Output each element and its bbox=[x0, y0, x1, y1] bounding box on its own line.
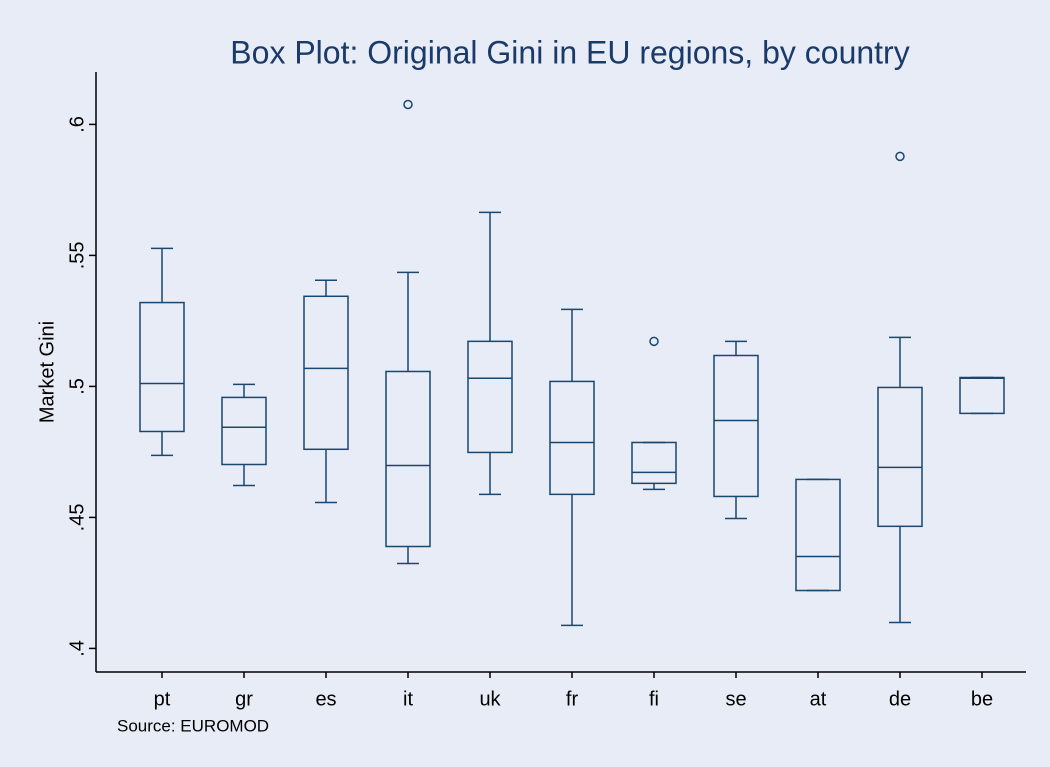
x-tick-label: be bbox=[971, 688, 993, 710]
y-tick-label: .45 bbox=[66, 504, 88, 532]
x-tick-label: de bbox=[889, 688, 911, 710]
box bbox=[467, 340, 513, 454]
x-tick-label: es bbox=[315, 688, 336, 710]
box bbox=[795, 478, 841, 592]
outlier bbox=[403, 99, 413, 110]
x-tick-label: it bbox=[403, 688, 413, 710]
x-tick-label: fi bbox=[649, 688, 659, 710]
box bbox=[139, 301, 185, 433]
x-tick-label: fr bbox=[566, 688, 579, 710]
box bbox=[959, 376, 1005, 415]
outlier bbox=[649, 336, 659, 347]
x-tick-label: se bbox=[725, 688, 746, 710]
box bbox=[631, 441, 677, 485]
y-tick-label: .55 bbox=[66, 241, 88, 269]
y-tick-label: .6 bbox=[66, 116, 88, 133]
box bbox=[877, 386, 923, 528]
chart-title: Box Plot: Original Gini in EU regions, b… bbox=[230, 34, 909, 70]
box bbox=[549, 380, 595, 496]
source-note: Source: EUROMOD bbox=[117, 716, 269, 735]
x-tick-label: gr bbox=[235, 688, 253, 710]
y-axis-label: Market Gini bbox=[36, 321, 58, 423]
box bbox=[713, 354, 759, 498]
y-tick-label: .5 bbox=[66, 378, 88, 395]
outlier bbox=[895, 151, 905, 162]
box bbox=[221, 396, 267, 466]
x-tick-label: at bbox=[810, 688, 827, 710]
x-tick-label: uk bbox=[479, 688, 501, 710]
y-tick-label: .4 bbox=[66, 640, 88, 657]
box bbox=[385, 370, 431, 548]
x-tick-label: pt bbox=[154, 688, 171, 710]
box bbox=[303, 295, 349, 451]
